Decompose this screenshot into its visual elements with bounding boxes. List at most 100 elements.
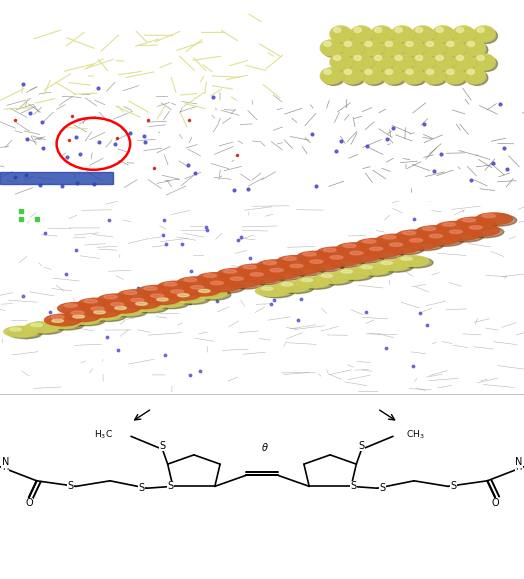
Ellipse shape bbox=[217, 269, 254, 280]
Ellipse shape bbox=[50, 320, 84, 330]
Ellipse shape bbox=[109, 305, 143, 316]
Ellipse shape bbox=[462, 218, 476, 222]
Ellipse shape bbox=[447, 42, 454, 46]
Ellipse shape bbox=[208, 281, 245, 293]
Ellipse shape bbox=[264, 267, 300, 279]
Ellipse shape bbox=[164, 288, 201, 301]
Ellipse shape bbox=[161, 283, 198, 294]
Ellipse shape bbox=[62, 304, 99, 316]
Ellipse shape bbox=[8, 328, 42, 339]
Ellipse shape bbox=[436, 222, 473, 233]
Ellipse shape bbox=[387, 243, 424, 255]
Ellipse shape bbox=[134, 302, 168, 313]
Ellipse shape bbox=[403, 237, 440, 249]
Ellipse shape bbox=[477, 27, 484, 32]
Ellipse shape bbox=[276, 281, 309, 292]
Ellipse shape bbox=[188, 286, 225, 298]
Ellipse shape bbox=[128, 299, 165, 310]
Ellipse shape bbox=[373, 56, 395, 71]
Ellipse shape bbox=[436, 56, 443, 60]
Text: N: N bbox=[515, 457, 522, 467]
Ellipse shape bbox=[473, 26, 495, 42]
Ellipse shape bbox=[204, 280, 241, 292]
Ellipse shape bbox=[201, 274, 238, 286]
Ellipse shape bbox=[473, 54, 495, 70]
Ellipse shape bbox=[396, 230, 433, 241]
Ellipse shape bbox=[405, 42, 427, 57]
Ellipse shape bbox=[141, 287, 178, 299]
Ellipse shape bbox=[394, 28, 416, 43]
Ellipse shape bbox=[383, 236, 396, 239]
Ellipse shape bbox=[320, 68, 342, 84]
Ellipse shape bbox=[432, 54, 454, 70]
Ellipse shape bbox=[323, 254, 360, 266]
Ellipse shape bbox=[324, 42, 331, 46]
Ellipse shape bbox=[353, 28, 375, 43]
Ellipse shape bbox=[447, 230, 484, 242]
Ellipse shape bbox=[323, 42, 344, 57]
Ellipse shape bbox=[343, 71, 365, 85]
Ellipse shape bbox=[443, 229, 479, 240]
Ellipse shape bbox=[344, 42, 352, 46]
Ellipse shape bbox=[283, 263, 320, 274]
Ellipse shape bbox=[389, 243, 402, 246]
Ellipse shape bbox=[375, 27, 382, 32]
Ellipse shape bbox=[320, 40, 342, 56]
Ellipse shape bbox=[402, 68, 424, 84]
Ellipse shape bbox=[130, 301, 163, 312]
Ellipse shape bbox=[406, 69, 413, 75]
Ellipse shape bbox=[416, 56, 423, 60]
Ellipse shape bbox=[244, 272, 280, 283]
Text: S: S bbox=[351, 481, 357, 492]
Ellipse shape bbox=[361, 266, 373, 269]
Ellipse shape bbox=[301, 253, 337, 265]
Ellipse shape bbox=[69, 312, 105, 323]
Ellipse shape bbox=[51, 316, 64, 319]
Ellipse shape bbox=[400, 232, 437, 243]
Ellipse shape bbox=[351, 26, 372, 42]
Ellipse shape bbox=[442, 223, 455, 226]
Ellipse shape bbox=[25, 322, 59, 333]
Ellipse shape bbox=[97, 294, 134, 306]
Ellipse shape bbox=[29, 324, 63, 334]
Ellipse shape bbox=[367, 247, 404, 259]
Ellipse shape bbox=[150, 294, 163, 298]
Ellipse shape bbox=[463, 225, 499, 236]
Ellipse shape bbox=[427, 234, 464, 246]
Ellipse shape bbox=[443, 68, 465, 84]
Ellipse shape bbox=[395, 56, 402, 60]
Ellipse shape bbox=[237, 264, 274, 276]
Ellipse shape bbox=[427, 42, 434, 46]
Ellipse shape bbox=[316, 247, 353, 259]
Ellipse shape bbox=[230, 277, 243, 280]
Ellipse shape bbox=[416, 27, 423, 32]
Ellipse shape bbox=[335, 269, 369, 279]
Ellipse shape bbox=[480, 214, 517, 226]
Ellipse shape bbox=[386, 69, 392, 75]
Text: c): c) bbox=[5, 206, 21, 221]
Text: $\mathregular{CH_3}$: $\mathregular{CH_3}$ bbox=[406, 428, 425, 441]
Ellipse shape bbox=[382, 40, 403, 56]
Ellipse shape bbox=[280, 283, 313, 294]
Ellipse shape bbox=[466, 42, 488, 57]
Ellipse shape bbox=[297, 251, 333, 263]
Ellipse shape bbox=[445, 71, 467, 85]
Ellipse shape bbox=[288, 265, 324, 276]
Ellipse shape bbox=[224, 276, 260, 287]
Ellipse shape bbox=[343, 250, 380, 262]
Ellipse shape bbox=[157, 298, 168, 301]
Ellipse shape bbox=[344, 69, 352, 75]
Ellipse shape bbox=[108, 303, 145, 314]
Ellipse shape bbox=[163, 283, 177, 286]
Ellipse shape bbox=[391, 54, 413, 70]
Ellipse shape bbox=[373, 28, 395, 43]
Text: N: N bbox=[2, 457, 9, 467]
Ellipse shape bbox=[445, 42, 467, 57]
Ellipse shape bbox=[296, 277, 329, 288]
Ellipse shape bbox=[4, 327, 38, 337]
Ellipse shape bbox=[177, 277, 214, 288]
Ellipse shape bbox=[190, 285, 203, 289]
Ellipse shape bbox=[52, 319, 63, 323]
Ellipse shape bbox=[64, 304, 78, 307]
Ellipse shape bbox=[58, 303, 94, 314]
